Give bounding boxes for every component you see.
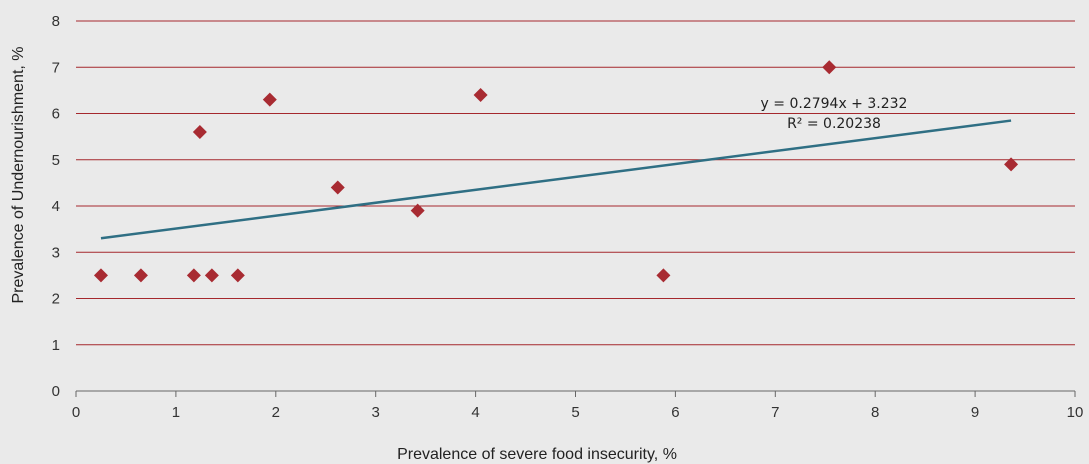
x-tick-label: 10 [1067,404,1084,421]
x-tick-label: 6 [671,404,679,421]
data-point [133,268,148,283]
y-axis-ticks: 0 1 2 3 4 5 6 7 8 [52,13,60,400]
y-tick-label: 0 [52,383,60,400]
data-point [186,268,201,283]
data-point [1004,157,1019,172]
y-tick-label: 2 [52,291,60,308]
trendline-group [100,119,1012,240]
x-tick-label: 1 [172,404,180,421]
data-point [473,88,488,102]
data-point [822,60,837,75]
trendline [100,119,1012,240]
gridlines [76,20,1075,392]
trendline-r-squared: R² = 0.20238 [787,116,881,132]
x-tick-label: 0 [72,404,80,421]
x-tick-label: 9 [971,404,979,421]
data-point [204,268,219,283]
x-axis-label: Prevalence of severe food insecurity, % [397,446,677,463]
trendline-equation: y = 0.2794x + 3.232 [761,96,908,112]
data-point [656,268,671,283]
x-tick-label: 8 [871,404,879,421]
data-point [230,268,245,283]
x-tick-label: 5 [571,404,579,421]
y-tick-label: 7 [52,59,60,76]
x-tick-label: 3 [372,404,380,421]
y-tick-label: 1 [52,337,60,354]
y-tick-label: 3 [52,244,60,261]
y-tick-label: 4 [52,198,60,215]
data-point [330,180,345,195]
data-point [93,268,108,283]
x-tick-label: 2 [272,404,280,421]
data-points [93,60,1019,283]
x-axis-ticks: 0 1 2 3 4 5 6 7 8 9 10 [72,391,1084,421]
data-point [262,92,277,107]
data-point [410,203,425,218]
y-tick-label: 6 [52,106,60,123]
x-tick-label: 4 [471,404,479,421]
y-tick-label: 8 [52,13,60,30]
y-tick-label: 5 [52,152,60,169]
data-point [192,125,207,139]
y-axis-label: Prevalence of Undernourishment, % [10,46,27,303]
x-tick-label: 7 [771,404,779,421]
